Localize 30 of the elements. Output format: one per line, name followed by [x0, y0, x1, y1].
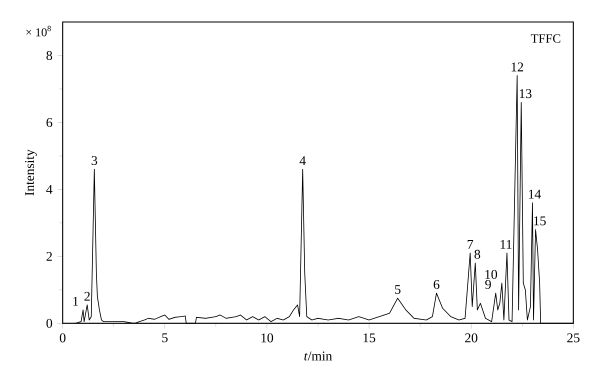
- annotation: 9: [485, 280, 491, 289]
- annotation: 14: [529, 190, 541, 199]
- y-tick-label: 0: [46, 318, 52, 328]
- y-axis-title: Intensity: [25, 149, 37, 196]
- x-tick-label: 20: [465, 333, 478, 342]
- annotation: 11: [500, 240, 512, 249]
- annotation: 8: [474, 250, 480, 259]
- x-tick-label: 0: [60, 333, 66, 342]
- annotation: 13: [520, 89, 532, 98]
- annotation: 2: [84, 292, 90, 301]
- annotation: 5: [395, 285, 400, 294]
- y-tick-label: 8: [46, 50, 52, 60]
- annotation: 1: [73, 296, 78, 306]
- x-axis-title: t/min: [304, 352, 332, 360]
- annotation: 10: [485, 270, 498, 279]
- annotation: 15: [534, 216, 546, 226]
- text: × 10$^{8}$: [26, 26, 51, 36]
- x-tick-label: 25: [567, 333, 580, 342]
- x-tick-label: 10: [261, 333, 274, 342]
- annotation: 3: [92, 156, 98, 166]
- annotation: 4: [300, 156, 306, 166]
- x-tick-label: 15: [364, 333, 376, 342]
- x-tick-label: 5: [162, 333, 168, 342]
- annotation: 7: [468, 240, 474, 249]
- annotation: 12: [512, 62, 524, 72]
- text: TFFC: [530, 34, 560, 43]
- y-tick-label: 6: [46, 118, 52, 127]
- y-tick-label: 2: [46, 252, 52, 261]
- y-tick-label: 4: [46, 185, 52, 194]
- annotation: 6: [434, 280, 440, 289]
